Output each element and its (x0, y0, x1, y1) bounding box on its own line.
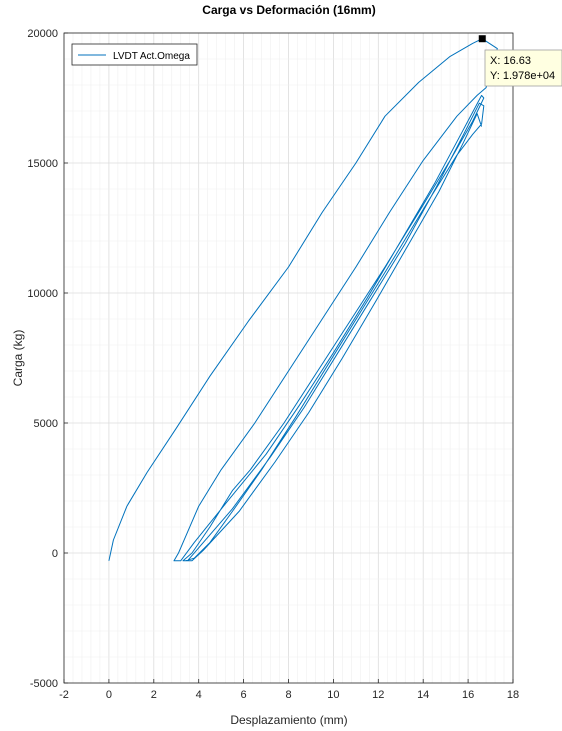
x-tick-label: 16 (462, 689, 474, 701)
x-tick-label: 4 (196, 689, 202, 701)
datatip-marker[interactable] (478, 35, 486, 43)
x-tick-labels: -2 0 2 4 6 8 10 12 14 16 18 (59, 689, 519, 701)
y-tick-label: 5000 (34, 418, 58, 430)
y-tick-label: 10000 (27, 288, 58, 300)
legend-box (71, 43, 198, 66)
y-tick-labels: -5000 0 5000 10000 15000 20000 (27, 28, 58, 690)
legend-label: LVDT Act.Omega (113, 51, 190, 62)
x-tick-label: 6 (241, 689, 247, 701)
y-tick-label: -5000 (30, 678, 58, 690)
x-axis-label: Desplazamiento (mm) (230, 713, 347, 727)
y-tick-label: 15000 (27, 158, 58, 170)
x-tick-label: 14 (417, 689, 429, 701)
x-tick-label: 18 (507, 689, 519, 701)
x-tick-label: 8 (285, 689, 291, 701)
grid-lines (63, 32, 514, 684)
y-tick-label: 0 (52, 548, 58, 560)
x-tick-label: 0 (106, 689, 112, 701)
axis-ticks (63, 32, 514, 684)
x-tick-label: -2 (59, 689, 69, 701)
chart-title: Carga vs Deformación (16mm) (202, 3, 375, 17)
datatip[interactable]: X: 16.63 Y: 1.978e+04 (478, 35, 562, 87)
datatip-x-label: X: 16.63 (490, 55, 531, 67)
datatip-y-label: Y: 1.978e+04 (490, 70, 555, 82)
x-tick-label: 12 (372, 689, 384, 701)
y-tick-label: 20000 (27, 28, 58, 40)
series-line-lvdt-act-omega (108, 38, 498, 562)
datatip-box (484, 49, 562, 87)
y-axis-label: Carga (kg) (11, 330, 25, 387)
x-tick-label: 10 (327, 689, 339, 701)
legend: LVDT Act.Omega (71, 43, 198, 66)
x-tick-label: 2 (151, 689, 157, 701)
